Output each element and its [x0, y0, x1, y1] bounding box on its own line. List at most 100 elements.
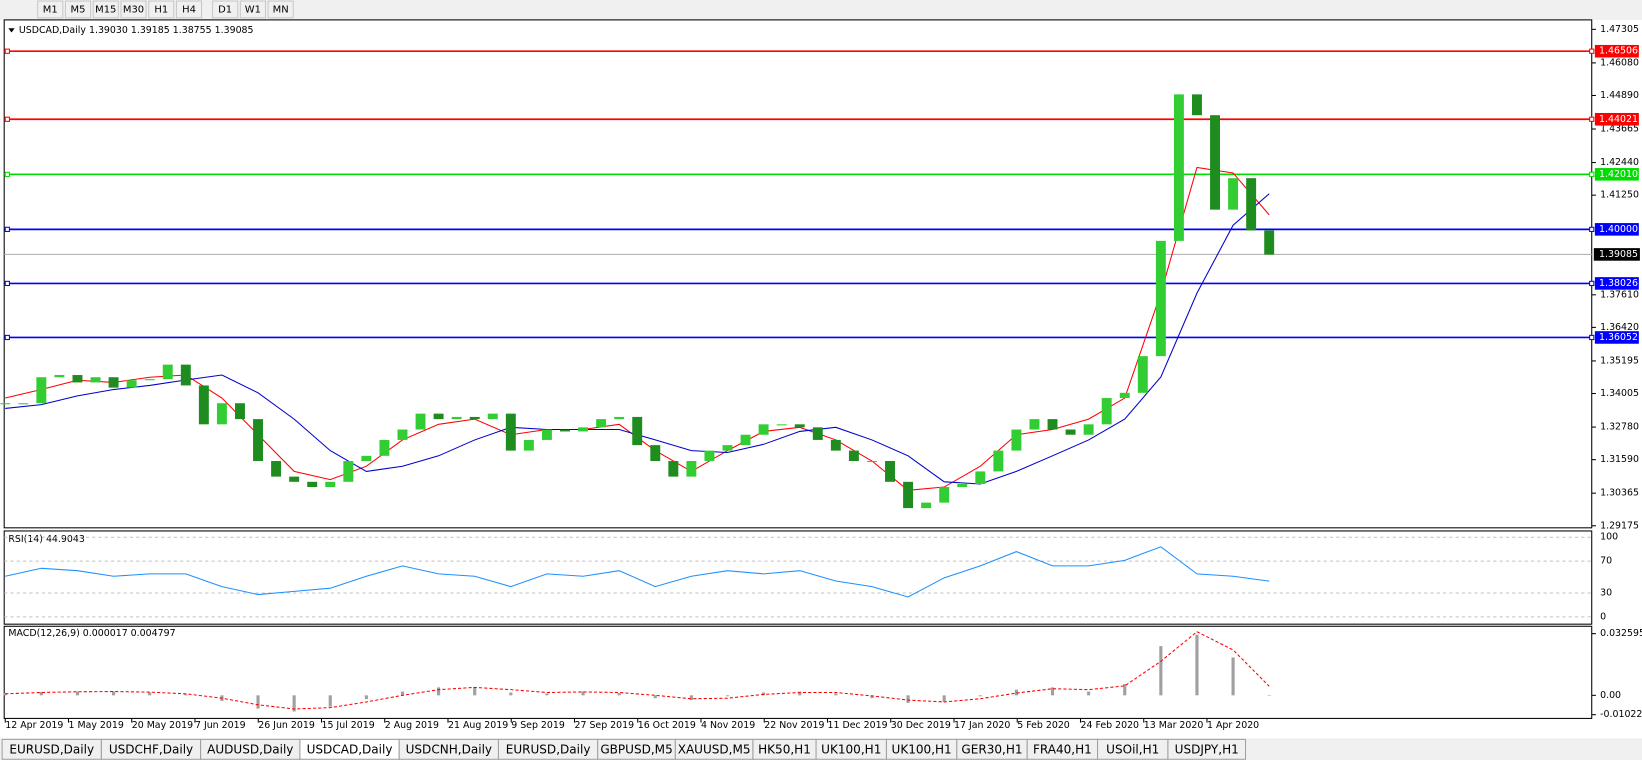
macd-tick-label: 0.00 — [1600, 690, 1621, 701]
y-tick-label: 1.44890 — [1600, 90, 1639, 101]
x-tick-label: 9 Sep 2019 — [511, 720, 565, 731]
candle — [758, 424, 769, 435]
candle — [668, 461, 679, 477]
timeframe-button[interactable] — [212, 0, 239, 19]
level-anchor — [4, 334, 10, 341]
macd-histogram — [292, 695, 296, 712]
x-tick-label: 1 May 2019 — [68, 720, 123, 731]
level-anchor — [4, 48, 10, 54]
tab-label[interactable]: USOil,H1 — [1106, 742, 1159, 756]
level-label-box — [1594, 277, 1639, 290]
current-price-box — [1593, 248, 1640, 261]
timeframe-label[interactable]: H1 — [154, 4, 168, 15]
tab-label[interactable]: UK100,H1 — [892, 742, 952, 756]
y-tick-label: 1.43665 — [1600, 124, 1639, 135]
candle — [1210, 115, 1220, 210]
tab-label[interactable]: HK50,H1 — [758, 742, 811, 756]
candle — [1192, 94, 1202, 116]
x-tick-label: 27 Sep 2019 — [574, 720, 634, 731]
x-tick-label: 1 Apr 2020 — [1207, 720, 1259, 731]
timeframe-label[interactable]: M30 — [123, 4, 144, 15]
candle — [289, 476, 300, 482]
tab-label[interactable]: GER30,H1 — [961, 742, 1022, 756]
tab-label[interactable]: USDJPY,H1 — [1175, 742, 1239, 756]
tab-label[interactable]: GBPUSD,M5 — [600, 742, 672, 756]
timeframe-label[interactable]: M5 — [71, 4, 86, 15]
level-label-box — [1594, 223, 1639, 236]
timeframe-button[interactable] — [37, 0, 64, 19]
candle — [433, 413, 444, 420]
candle — [1083, 424, 1094, 435]
candle — [993, 450, 1004, 472]
price-panel — [3, 19, 1593, 529]
candle — [1065, 429, 1076, 435]
candle — [1173, 94, 1184, 241]
macd-label: MACD(12,26,9) 0.000017 0.004797 — [8, 628, 175, 639]
macd-histogram — [581, 691, 585, 696]
level-anchor — [4, 280, 10, 287]
macd-panel — [3, 625, 1593, 719]
tab-label[interactable]: XAUUSD,M5 — [678, 742, 751, 756]
timeframe-button[interactable] — [148, 0, 175, 19]
candle — [325, 481, 336, 488]
x-tick-label: 17 Jan 2020 — [954, 720, 1010, 731]
tab-label[interactable]: USDCAD,Daily — [307, 742, 393, 756]
candle — [361, 455, 372, 462]
macd-histogram — [39, 691, 43, 696]
x-tick-label: 16 Oct 2019 — [638, 720, 696, 731]
timeframe-label[interactable]: W1 — [245, 4, 261, 15]
tab[interactable] — [1167, 738, 1247, 760]
candle — [578, 427, 589, 432]
x-tick-label: 15 Jul 2019 — [321, 720, 374, 731]
timeframe-label[interactable]: H4 — [182, 4, 196, 15]
macd-histogram — [1267, 695, 1271, 696]
macd-tick-label: -0.010227 — [1600, 709, 1642, 720]
timeframe-label[interactable]: M15 — [95, 4, 116, 15]
level-anchor — [1589, 171, 1595, 177]
candle — [1047, 419, 1058, 430]
y-tick-label: 1.47305 — [1600, 24, 1639, 35]
candle — [271, 461, 282, 477]
tab-label[interactable]: USDCNH,Daily — [406, 742, 492, 756]
tab-label[interactable]: FRA40,H1 — [1033, 742, 1092, 756]
candle — [235, 403, 245, 420]
candle — [216, 403, 227, 425]
candle — [18, 403, 29, 405]
tab-label[interactable]: AUDUSD,Daily — [207, 742, 293, 756]
candle — [523, 439, 534, 451]
x-tick-label: 5 Feb 2020 — [1017, 720, 1070, 731]
timeframe-button[interactable] — [120, 0, 147, 19]
level-label: 1.42010 — [1599, 169, 1638, 180]
candle — [560, 429, 570, 432]
tab-label[interactable]: UK100,H1 — [821, 742, 881, 756]
y-tick-label: 1.41250 — [1600, 190, 1639, 201]
tab-label[interactable]: USDCHF,Daily — [109, 742, 193, 756]
timeframe-button[interactable] — [239, 0, 266, 19]
macd-tick-label: 0.032595 — [1600, 628, 1642, 639]
candle — [686, 461, 697, 477]
macd-histogram — [473, 687, 477, 696]
timeframe-button[interactable] — [267, 0, 294, 19]
candle — [126, 380, 137, 388]
timeframe-button[interactable] — [64, 0, 92, 19]
candle — [614, 416, 625, 420]
candle — [54, 375, 65, 378]
macd-histogram — [617, 693, 621, 696]
timeframe-label[interactable]: M1 — [43, 4, 58, 15]
timeframe-label[interactable]: MN — [273, 4, 289, 15]
level-label: 1.44021 — [1599, 114, 1638, 125]
timeframe-button[interactable] — [175, 0, 203, 19]
macd-histogram — [184, 694, 188, 696]
timeframe-button[interactable] — [92, 0, 119, 19]
candle — [90, 377, 101, 383]
tab-label[interactable]: EURUSD,Daily — [506, 742, 591, 756]
macd-histogram — [1014, 689, 1018, 696]
level-label: 1.36052 — [1599, 332, 1638, 343]
candle — [253, 419, 263, 462]
timeframe-label[interactable]: D1 — [218, 4, 232, 15]
macd-histogram — [978, 695, 982, 697]
candle — [975, 471, 986, 485]
tab-label[interactable]: EURUSD,Daily — [9, 742, 94, 756]
